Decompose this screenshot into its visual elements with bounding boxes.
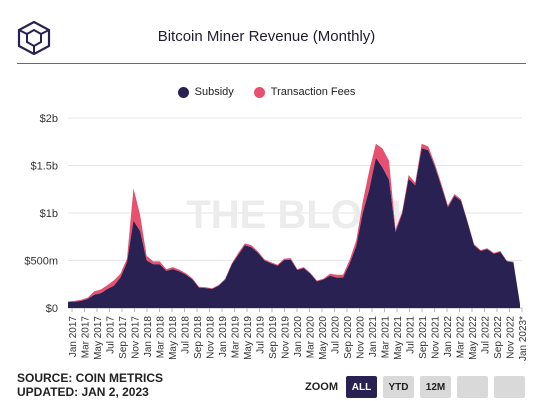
x-tick-label: Sep 2019 [268, 316, 279, 359]
legend-label-fees: Transaction Fees [270, 86, 356, 98]
legend-item-fees[interactable]: Transaction Fees [253, 86, 356, 98]
x-tick-label: Mar 2019 [231, 316, 242, 359]
x-tick-label: Jul 2017 [106, 316, 117, 354]
chart-legend: Subsidy Transaction Fees [0, 86, 533, 98]
x-tick-label: Jan 2019 [218, 316, 229, 358]
x-tick-label: May 2021 [393, 316, 404, 360]
the-block-logo-icon [17, 21, 51, 55]
legend-label-subsidy: Subsidy [194, 86, 234, 98]
legend-dot-fees [253, 86, 265, 98]
zoom-ytd-button[interactable]: YTD [383, 376, 414, 398]
x-tick-label: Mar 2018 [156, 316, 167, 359]
updated-text: UPDATED: JAN 2, 2023 [17, 385, 149, 399]
x-tick-label: Sep 2022 [493, 316, 504, 359]
y-tick-label: $500m [24, 256, 58, 268]
x-tick-label: Jul 2022 [481, 316, 492, 354]
x-tick-label: Mar 2017 [81, 316, 92, 359]
title-divider [17, 63, 526, 64]
x-tick-label: Sep 2020 [343, 316, 354, 359]
x-tick-label: May 2018 [168, 316, 179, 360]
x-tick-label: Nov 2021 [431, 316, 442, 359]
y-tick-label: $2b [40, 113, 58, 125]
zoom-all-button[interactable]: ALL [346, 376, 377, 398]
x-tick-label: Jan 2023* [518, 316, 529, 361]
x-tick-label: Nov 2018 [206, 316, 217, 359]
x-tick-label: Mar 2022 [456, 316, 467, 359]
chart-title: Bitcoin Miner Revenue (Monthly) [157, 28, 376, 45]
y-tick-label: $0 [46, 303, 58, 315]
chart-footer: SOURCE: COIN METRICS UPDATED: JAN 2, 202… [17, 371, 163, 399]
x-tick-label: May 2019 [243, 316, 254, 360]
zoom-12m-button[interactable]: 12M [420, 376, 451, 398]
x-tick-label: Jan 2020 [293, 316, 304, 358]
zoom-extra-button-2[interactable] [494, 376, 525, 398]
x-tick-label: Mar 2020 [306, 316, 317, 359]
x-tick-label: Sep 2018 [193, 316, 204, 359]
x-tick-label: Jul 2018 [181, 316, 192, 354]
y-tick-label: $1.5b [30, 161, 58, 173]
x-tick-label: Jul 2019 [256, 316, 267, 354]
x-tick-label: Jan 2021 [368, 316, 379, 358]
x-tick-label: Nov 2020 [356, 316, 367, 359]
zoom-controls: ZOOM ALL YTD 12M [305, 376, 525, 398]
x-tick-label: Sep 2017 [118, 316, 129, 359]
x-tick-label: May 2020 [318, 316, 329, 360]
x-tick-label: May 2017 [93, 316, 104, 360]
x-tick-label: May 2022 [468, 316, 479, 360]
x-tick-label: Nov 2019 [281, 316, 292, 359]
y-tick-label: $1b [40, 208, 58, 220]
x-tick-label: Jul 2020 [331, 316, 342, 354]
zoom-label: ZOOM [305, 381, 338, 393]
legend-item-subsidy[interactable]: Subsidy [177, 86, 234, 98]
x-tick-label: Jan 2018 [143, 316, 154, 358]
x-tick-label: Nov 2017 [131, 316, 142, 359]
x-tick-label: Jan 2017 [68, 316, 79, 358]
x-tick-label: Sep 2021 [418, 316, 429, 359]
zoom-extra-button-1[interactable] [457, 376, 488, 398]
series-subsidy-area [68, 148, 520, 308]
x-tick-label: Jul 2021 [406, 316, 417, 354]
x-tick-label: Jan 2022 [443, 316, 454, 358]
legend-dot-subsidy [177, 86, 189, 98]
x-tick-label: Nov 2022 [506, 316, 517, 359]
source-text: SOURCE: COIN METRICS [17, 371, 164, 385]
x-tick-label: Mar 2021 [381, 316, 392, 359]
